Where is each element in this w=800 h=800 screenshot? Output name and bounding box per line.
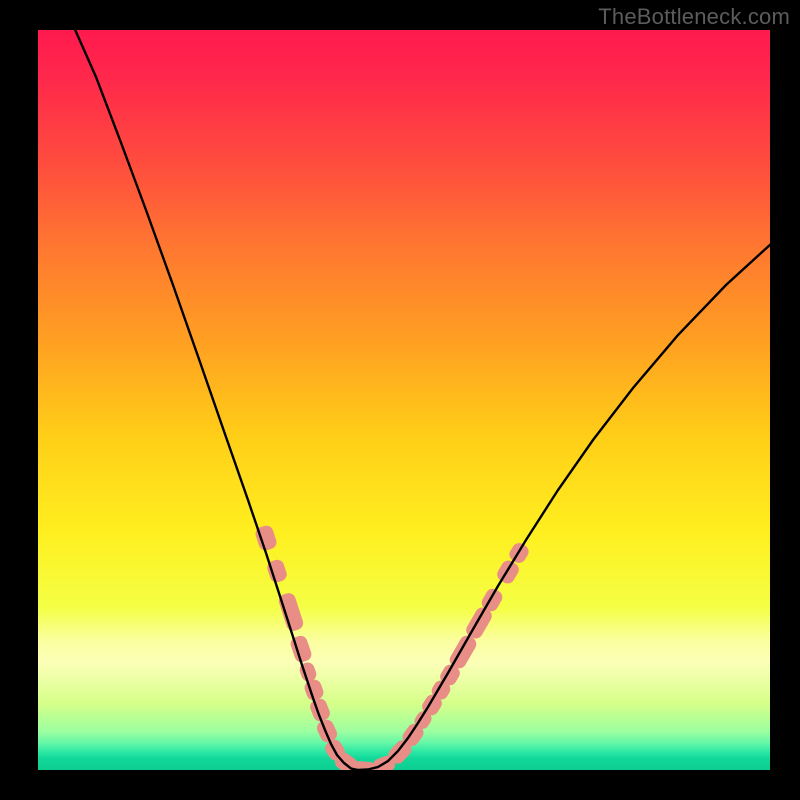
watermark-text: TheBottleneck.com [598,4,790,30]
plot-area [38,30,770,770]
curve-left [73,30,358,770]
chart-overlay [38,30,770,770]
curve-right [358,243,770,770]
